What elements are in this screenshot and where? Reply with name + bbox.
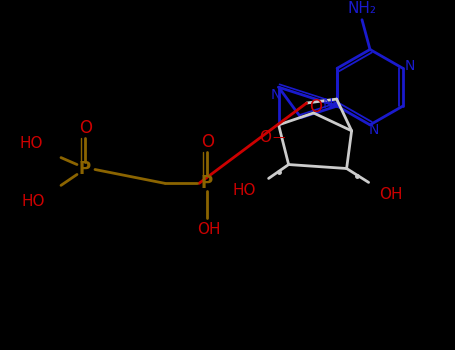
Text: P: P (79, 161, 91, 178)
Text: O: O (259, 130, 271, 145)
Text: HO: HO (19, 136, 43, 151)
Text: O: O (309, 98, 322, 116)
Text: O: O (80, 119, 92, 137)
Text: N: N (404, 60, 415, 74)
Text: NH₂: NH₂ (348, 1, 376, 16)
Text: N: N (323, 97, 333, 111)
Text: —: — (273, 131, 285, 144)
Text: OH: OH (379, 187, 402, 202)
Text: OH: OH (197, 222, 221, 237)
Text: P: P (201, 174, 213, 193)
Text: N: N (369, 123, 379, 137)
Text: O: O (202, 133, 214, 151)
Text: HO: HO (21, 194, 45, 209)
Text: HO: HO (233, 183, 256, 198)
Text: N: N (270, 88, 281, 102)
